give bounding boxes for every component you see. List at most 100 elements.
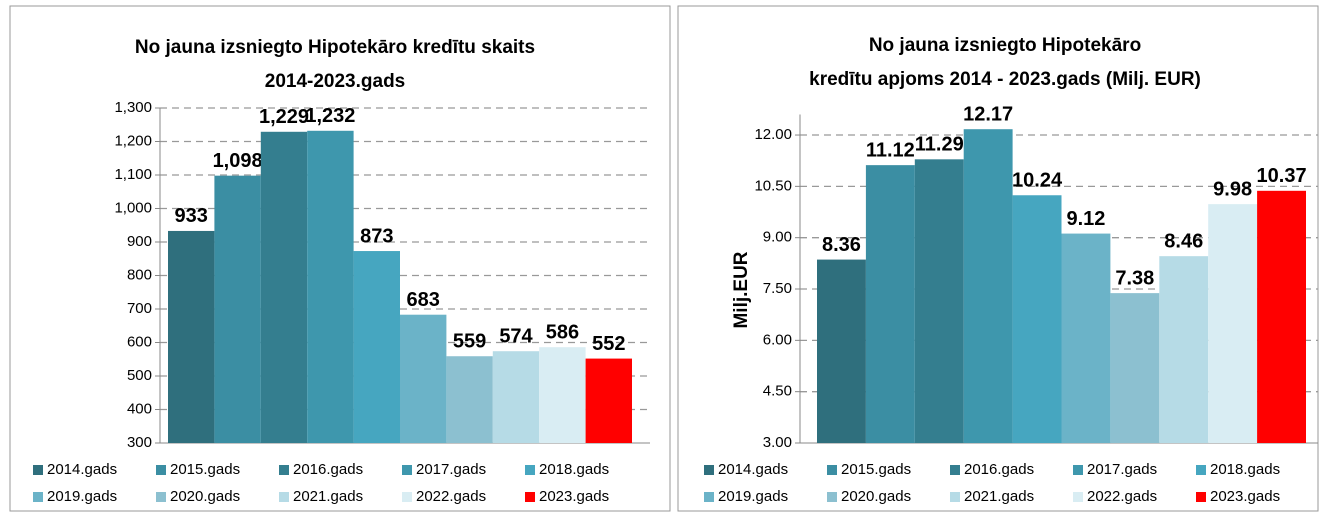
- y-tick-label: 1,300: [114, 99, 152, 116]
- legend-label: 2021.gads: [293, 488, 363, 505]
- bar: [963, 129, 1013, 444]
- value-label: 9.98: [1213, 178, 1252, 200]
- legend-label: 2019.gads: [47, 488, 117, 505]
- legend-label: 2019.gads: [718, 488, 788, 505]
- value-label: 552: [592, 333, 625, 355]
- legend-swatch: [950, 492, 960, 502]
- y-tick-label: 9.00: [763, 229, 792, 246]
- legend-swatch: [704, 465, 714, 475]
- value-label: 1,232: [305, 105, 355, 127]
- y-tick-label: 4.50: [763, 383, 792, 400]
- legend-swatch: [1196, 492, 1206, 502]
- legend-label: 2015.gads: [170, 461, 240, 478]
- bar: [214, 175, 261, 444]
- y-tick-label: 500: [127, 367, 152, 384]
- panel-frame: [9, 5, 671, 512]
- y-axis-label: Milj.EUR: [731, 251, 752, 328]
- legend-swatch: [33, 465, 43, 475]
- y-tick-label: 1,200: [114, 132, 152, 149]
- legend-swatch: [827, 465, 837, 475]
- bar: [353, 251, 400, 443]
- legend-swatch: [827, 492, 837, 502]
- legend-swatch: [279, 492, 289, 502]
- legend-swatch: [279, 465, 289, 475]
- chart-title: 2014-2023.gads: [265, 71, 406, 92]
- legend-label: 2015.gads: [841, 461, 911, 478]
- y-tick-label: 700: [127, 300, 152, 317]
- legend-swatch: [525, 492, 535, 502]
- legend-swatch: [1073, 465, 1083, 475]
- value-label: 873: [360, 225, 393, 247]
- legend-label: 2023.gads: [1210, 488, 1280, 505]
- legend-swatch: [1073, 492, 1083, 502]
- bar: [492, 351, 540, 443]
- bar: [168, 230, 215, 443]
- legend-label: 2021.gads: [964, 488, 1034, 505]
- y-tick-label: 1,000: [114, 199, 152, 216]
- y-tick-label: 1,100: [114, 166, 152, 183]
- legend-swatch: [156, 465, 166, 475]
- bar: [1208, 204, 1258, 443]
- panel-frame: [677, 5, 1319, 512]
- value-label: 11.12: [866, 139, 915, 161]
- legend-swatch: [525, 465, 535, 475]
- legend-swatch: [1196, 465, 1206, 475]
- value-label: 10.37: [1257, 165, 1307, 187]
- value-label: 1,229: [259, 106, 309, 128]
- y-tick-label: 900: [127, 233, 152, 250]
- legend-label: 2017.gads: [1087, 461, 1157, 478]
- y-tick-label: 300: [127, 434, 152, 451]
- bar: [914, 159, 964, 443]
- legend-label: 2023.gads: [539, 488, 609, 505]
- legend-label: 2018.gads: [539, 461, 609, 478]
- y-tick-label: 12.00: [754, 126, 792, 143]
- legend-label: 2016.gads: [293, 461, 363, 478]
- value-label: 559: [453, 331, 486, 353]
- bar: [307, 130, 354, 443]
- value-label: 7.38: [1115, 267, 1154, 289]
- chart-title: kredītu apjoms 2014 - 2023.gads (Milj. E…: [809, 69, 1201, 90]
- y-tick-label: 3.00: [763, 434, 792, 451]
- value-label: 9.12: [1066, 208, 1105, 230]
- bar: [1159, 256, 1209, 443]
- bar: [1012, 195, 1062, 443]
- y-tick-label: 800: [127, 266, 152, 283]
- legend-label: 2018.gads: [1210, 461, 1280, 478]
- legend-label: 2016.gads: [964, 461, 1034, 478]
- value-label: 586: [546, 321, 579, 343]
- bar: [400, 314, 447, 443]
- y-tick-label: 400: [127, 400, 152, 417]
- value-label: 8.36: [822, 234, 861, 256]
- bar: [539, 347, 586, 443]
- bar: [1110, 293, 1160, 443]
- legend-label: 2017.gads: [416, 461, 486, 478]
- bar: [260, 131, 308, 443]
- bar: [585, 358, 632, 443]
- legend-swatch: [33, 492, 43, 502]
- value-label: 11.29: [915, 134, 964, 156]
- value-label: 683: [407, 289, 440, 311]
- legend-swatch: [402, 465, 412, 475]
- value-label: 574: [499, 325, 533, 347]
- legend-label: 2020.gads: [841, 488, 911, 505]
- legend-label: 2014.gads: [718, 461, 788, 478]
- legend-swatch: [950, 465, 960, 475]
- value-label: 1,098: [213, 150, 263, 172]
- y-tick-label: 600: [127, 333, 152, 350]
- legend-label: 2022.gads: [416, 488, 486, 505]
- bar: [446, 356, 493, 443]
- legend-swatch: [156, 492, 166, 502]
- y-tick-label: 7.50: [763, 280, 792, 297]
- bar: [1257, 190, 1306, 443]
- chart-title: No jauna izsniegto Hipotekāro kredītu sk…: [135, 37, 535, 58]
- value-label: 933: [175, 205, 208, 227]
- bar: [817, 259, 866, 443]
- legend-label: 2014.gads: [47, 461, 117, 478]
- y-tick-label: 6.00: [763, 331, 792, 348]
- value-label: 10.24: [1012, 170, 1063, 192]
- legend-swatch: [402, 492, 412, 502]
- y-tick-label: 10.50: [754, 177, 792, 194]
- value-label: 8.46: [1164, 230, 1203, 252]
